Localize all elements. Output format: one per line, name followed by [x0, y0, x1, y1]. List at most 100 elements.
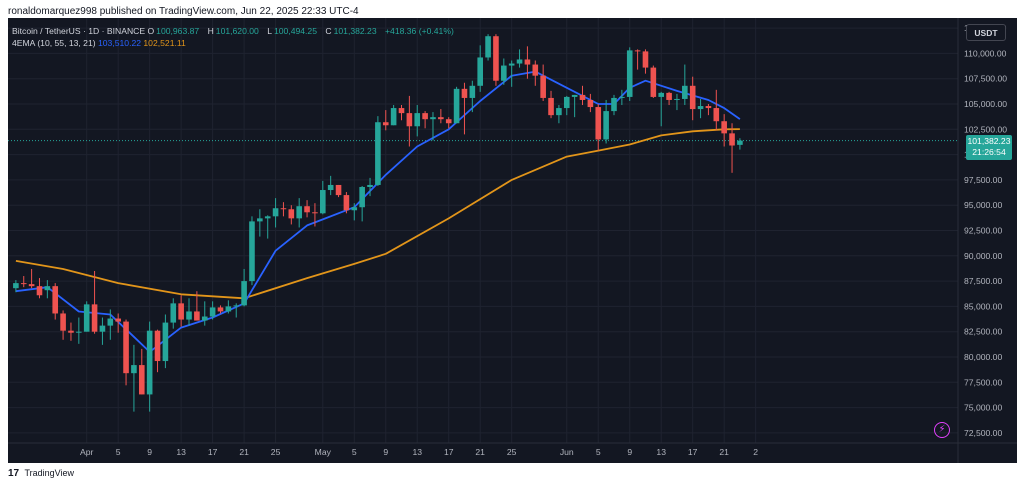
- tradingview-brand: 17 TradingView: [8, 468, 74, 479]
- time-tick-label: 13: [412, 447, 422, 457]
- candle-body: [414, 113, 421, 127]
- price-axis[interactable]: 72,500.00 75,000.00 77,500.00 80,000.00 82,5…: [957, 18, 1007, 463]
- price-chart[interactable]: 72,500.00 75,000.00 77,500.00 80,000.00 82,5…: [8, 18, 1017, 463]
- candle-body: [13, 283, 19, 289]
- candle-body: [170, 303, 177, 323]
- ohlc-label-o: O: [147, 26, 155, 36]
- candle-body: [107, 318, 114, 326]
- currency-selector[interactable]: USDT: [966, 24, 1006, 41]
- price-tick-label: 107,500.00: [964, 74, 1007, 84]
- ohlc-values: O 100,963.87 H 101,620.00 L 100,494.25 C 101…: [147, 26, 382, 36]
- time-tick-label: 9: [383, 447, 388, 457]
- candle-body: [382, 122, 389, 126]
- candle-body: [249, 221, 255, 282]
- time-tick-label: Apr: [80, 447, 94, 457]
- lightning-alert-icon[interactable]: ⚡: [934, 422, 950, 438]
- candle-body: [634, 50, 641, 52]
- candle-body: [201, 316, 208, 321]
- candle-body: [280, 208, 287, 210]
- ema-fast-value: 103,510.22: [98, 38, 142, 48]
- candle-body: [52, 286, 59, 314]
- candle-body: [91, 304, 98, 332]
- candle-body: [438, 117, 444, 120]
- candle-body: [469, 85, 476, 98]
- candle-body: [398, 108, 405, 114]
- candle-body: [571, 94, 578, 97]
- time-tick-label: 5: [596, 447, 601, 457]
- candle-body: [178, 303, 184, 320]
- candle-body: [375, 122, 381, 185]
- chart-panel[interactable]: 72,500.00 75,000.00 77,500.00 80,000.00 82,5…: [8, 18, 1017, 463]
- price-tick-label: 92,500.00: [964, 226, 1002, 236]
- price-change: +418.36 (+0.41%): [385, 26, 454, 36]
- candle-body: [689, 85, 696, 110]
- candle-body: [272, 208, 279, 217]
- price-tick-label: 75,000.00: [964, 403, 1002, 413]
- candle-body: [225, 306, 232, 312]
- candle-body: [367, 184, 373, 187]
- candle-body: [682, 85, 688, 99]
- ema-layer: [15, 70, 741, 353]
- price-tick-label: 80,000.00: [964, 352, 1002, 362]
- price-tick-label: 72,500.00: [964, 428, 1002, 438]
- candle-body: [587, 99, 594, 108]
- candle-body: [115, 318, 121, 322]
- candle-body: [422, 113, 428, 120]
- time-axis[interactable]: Apr 5 9 13 17 21 25 May 5 9 13 17 21 25 Jun 5 9 13 17 21 2: [8, 442, 1017, 457]
- time-tick-label: 21: [475, 447, 485, 457]
- last-price-label: 101,382.23 21:26:54: [966, 134, 1012, 160]
- time-tick-label: 17: [208, 447, 218, 457]
- candle-body: [241, 281, 247, 306]
- candle-body: [556, 108, 562, 116]
- candle-body: [713, 108, 720, 122]
- ohlc-label-c: C: [325, 26, 332, 36]
- indicator-legend-row[interactable]: 4EMA (10, 55, 13, 21) 103,510.22 102,521…: [12, 37, 454, 49]
- candle-body: [20, 283, 27, 285]
- candle-body: [453, 88, 460, 124]
- candle-body: [44, 286, 51, 291]
- candle-body: [99, 325, 106, 332]
- grid-layer: [8, 18, 958, 443]
- candle-body: [131, 365, 137, 374]
- time-tick-label: 2: [753, 447, 758, 457]
- ema-slow-value: 102,521.11: [143, 38, 186, 48]
- time-tick-label: 25: [271, 447, 281, 457]
- time-tick-label: 17: [688, 447, 698, 457]
- candle-body: [721, 121, 727, 134]
- time-tick-label: 5: [352, 447, 357, 457]
- price-tick-label: 90,000.00: [964, 251, 1002, 261]
- ohlc-value-l: 100,494.25: [273, 26, 317, 36]
- last-price-value: 101,382.23: [967, 135, 1011, 146]
- candle-body: [705, 106, 712, 109]
- time-tick-label: 25: [507, 447, 517, 457]
- candle-body: [501, 65, 507, 81]
- candle-body: [461, 88, 468, 98]
- time-tick-label: 9: [147, 447, 152, 457]
- candle-body: [186, 311, 192, 320]
- candle-body: [595, 107, 602, 140]
- candle-body: [603, 111, 609, 140]
- time-tick-label: 17: [444, 447, 454, 457]
- candle-body: [36, 286, 43, 296]
- symbol-legend-row[interactable]: Bitcoin / TetherUS · 1D · BINANCE O 100,9…: [12, 25, 454, 37]
- candle-body: [493, 36, 499, 81]
- price-tick-label: 85,000.00: [964, 301, 1002, 311]
- candle-body: [532, 64, 539, 76]
- ohlc-value-h: 101,620.00: [215, 26, 259, 36]
- candle-body: [697, 106, 704, 110]
- price-tick-label: 105,000.00: [964, 99, 1007, 109]
- price-tick-label: 77,500.00: [964, 377, 1002, 387]
- candle-body: [335, 184, 342, 196]
- indicator-title: 4EMA (10, 55, 13, 21): [12, 38, 96, 48]
- candle-body: [320, 190, 326, 214]
- candle-body: [658, 92, 665, 97]
- candle-body: [642, 51, 649, 68]
- candle-body: [264, 216, 271, 219]
- candle-body: [351, 207, 358, 211]
- price-tick-label: 97,500.00: [964, 175, 1002, 185]
- candle-body: [650, 67, 657, 97]
- candle-body: [257, 218, 263, 222]
- time-tick-label: 13: [176, 447, 186, 457]
- time-tick-label: 21: [239, 447, 249, 457]
- time-tick-label: Jun: [560, 447, 574, 457]
